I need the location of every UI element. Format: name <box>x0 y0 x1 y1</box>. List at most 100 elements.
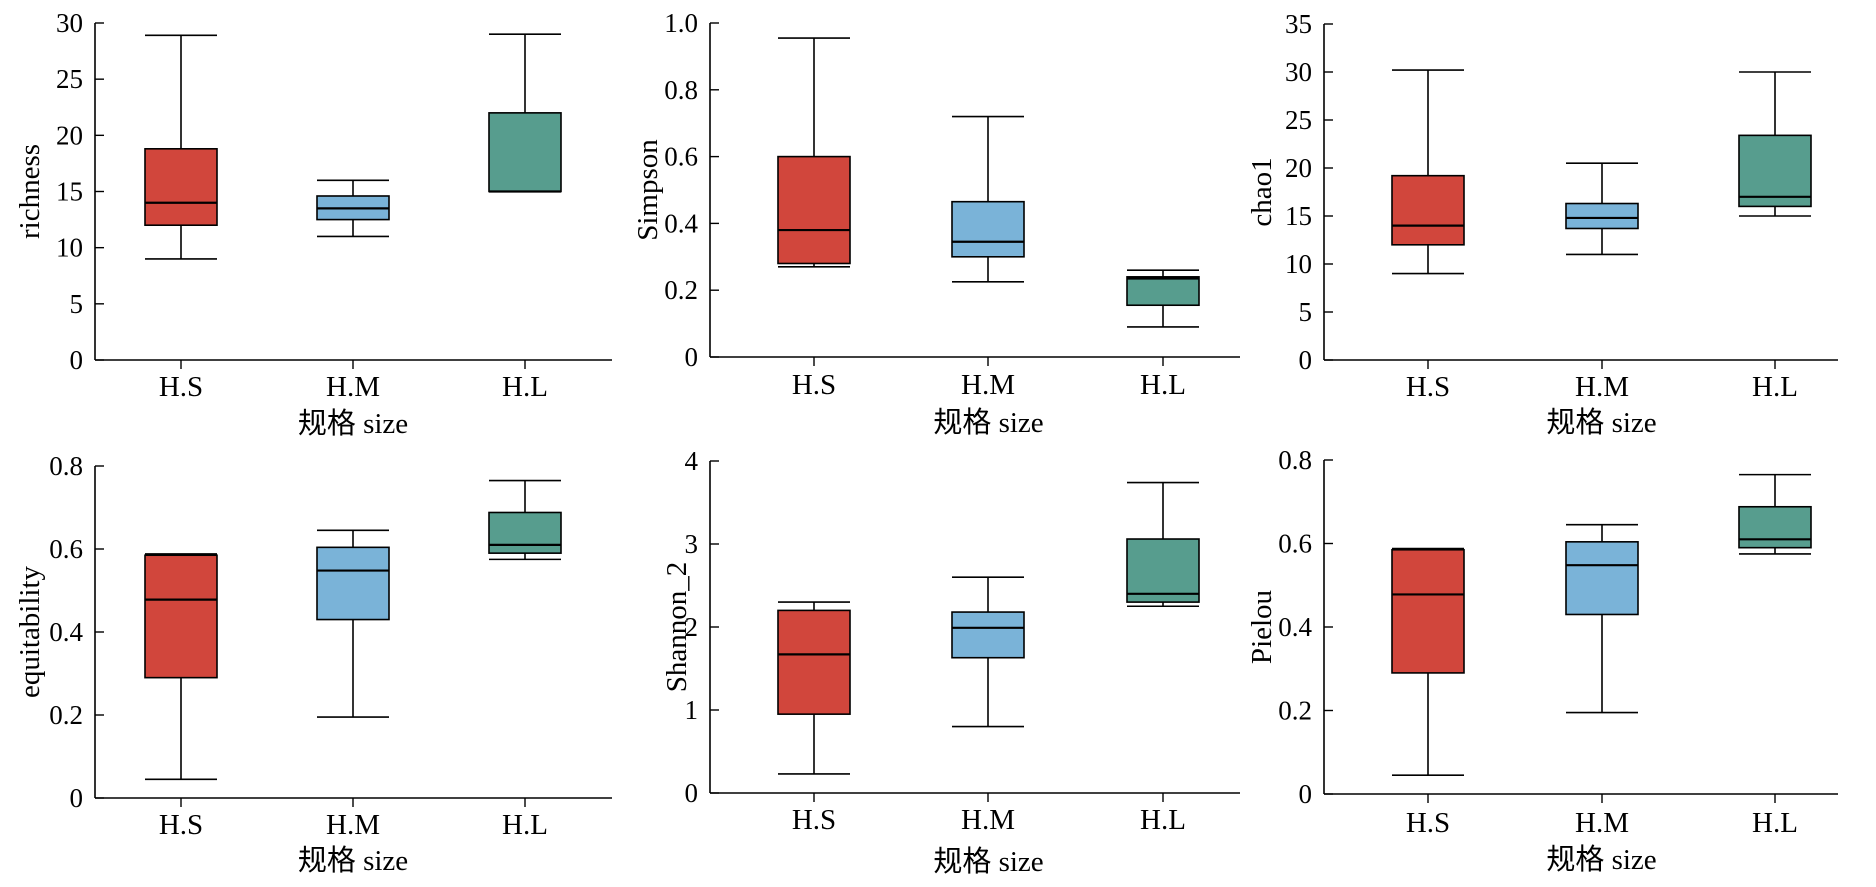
x-tick-label: H.S <box>1406 807 1450 839</box>
box-hs <box>1391 547 1465 777</box>
y-tick-label: 0.4 <box>664 208 698 238</box>
y-tick-label: 0 <box>685 342 699 372</box>
box-hl <box>488 479 562 561</box>
y-tick-label: 1 <box>685 695 699 725</box>
y-tick-label: 30 <box>56 8 83 38</box>
x-tick-label: H.L <box>502 809 548 841</box>
y-tick-label: 0.8 <box>664 75 698 105</box>
y-tick-label: 15 <box>1285 201 1312 231</box>
iqr-box <box>144 554 218 679</box>
y-tick-label: 25 <box>56 64 83 94</box>
box-hm <box>1565 523 1639 714</box>
x-tick-label: H.S <box>792 369 836 401</box>
y-tick-label: 35 <box>1285 9 1312 39</box>
x-tick-label: H.L <box>1140 804 1186 836</box>
y-tick-label: 1.0 <box>664 8 698 38</box>
box-hl <box>1126 269 1200 328</box>
y-tick-label: 0.4 <box>49 617 83 647</box>
x-tick-label: H.M <box>1575 807 1629 839</box>
y-tick-label: 10 <box>56 233 83 263</box>
box-hl <box>1738 473 1812 555</box>
panel-shannon_2: 0 1 2 3 4 H.S H.M H.L 规格 size Shannon_2 <box>661 446 1240 878</box>
box-hs <box>144 553 218 781</box>
box-hs <box>1391 69 1465 275</box>
iqr-box <box>1565 541 1639 616</box>
panel-pielou: 0 0.2 0.4 0.6 0.8 H.S H.M H.L 规格 size Pielou <box>1246 445 1838 876</box>
x-tick-label: H.S <box>159 371 203 403</box>
y-tick-label: 5 <box>1299 297 1313 327</box>
iqr-box <box>1126 276 1200 307</box>
y-tick-label: 0.4 <box>1278 612 1312 642</box>
y-tick-label: 10 <box>1285 249 1312 279</box>
x-tick-label: H.S <box>792 804 836 836</box>
y-axis-title: richness <box>14 144 46 239</box>
x-tick-label: H.M <box>326 371 380 403</box>
x-tick-label: H.L <box>1752 371 1798 403</box>
iqr-box <box>1391 174 1465 246</box>
y-tick-label: 0.6 <box>664 142 698 172</box>
box-hl <box>1738 71 1812 217</box>
iqr-box <box>488 112 562 193</box>
x-tick-label: H.L <box>1752 807 1798 839</box>
iqr-box <box>1391 548 1465 674</box>
box-hs <box>777 601 851 775</box>
iqr-box <box>488 511 562 554</box>
y-tick-label: 0 <box>70 345 84 375</box>
box-hs <box>777 37 851 268</box>
iqr-box <box>951 611 1025 659</box>
panel-chao1: 0 5 10 15 20 25 30 35 H.S H.M H.L 规格 size chao1 <box>1246 9 1838 439</box>
x-tick-label: H.S <box>1406 371 1450 403</box>
box-hm <box>316 179 390 238</box>
x-axis-title: 规格 size <box>933 406 1043 439</box>
y-tick-label: 20 <box>1285 153 1312 183</box>
box-hm <box>951 576 1025 728</box>
y-tick-label: 5 <box>70 289 84 319</box>
x-axis-title: 规格 size <box>1546 406 1656 439</box>
x-tick-label: H.M <box>961 804 1015 836</box>
iqr-box <box>1738 505 1812 549</box>
y-tick-label: 0.2 <box>1278 696 1312 726</box>
y-tick-label: 0 <box>685 778 699 808</box>
y-tick-label: 0.2 <box>664 275 698 305</box>
iqr-box <box>1565 202 1639 230</box>
x-axis-title: 规格 size <box>298 844 408 877</box>
x-axis-title: 规格 size <box>933 845 1043 878</box>
panel-richness: 0 5 10 15 20 25 30 H.S H.M H.L 规格 size richness <box>14 8 612 440</box>
box-hm <box>1565 162 1639 256</box>
box-hs <box>144 34 218 260</box>
x-tick-label: H.M <box>326 809 380 841</box>
panel-simpson: 0 0.2 0.4 0.6 0.8 1.0 H.S H.M H.L 规格 size Simpson <box>632 8 1240 439</box>
iqr-box <box>1126 538 1200 603</box>
y-axis-title: Pielou <box>1246 590 1278 664</box>
iqr-box <box>316 546 390 621</box>
y-axis-title: equitability <box>14 565 46 698</box>
y-tick-label: 0.6 <box>1278 529 1312 559</box>
y-tick-label: 0 <box>1299 345 1313 375</box>
y-axis-title: Shannon_2 <box>661 562 693 693</box>
x-axis-title: 规格 size <box>298 407 408 440</box>
y-tick-label: 4 <box>685 446 699 476</box>
y-axis-title: chao1 <box>1246 157 1278 226</box>
y-tick-label: 0.2 <box>49 700 83 730</box>
y-tick-label: 20 <box>56 120 83 150</box>
iqr-box <box>1738 134 1812 208</box>
iqr-box <box>144 148 218 227</box>
x-axis-title: 规格 size <box>1546 843 1656 876</box>
box-hm <box>316 529 390 718</box>
y-tick-label: 0.8 <box>1278 445 1312 475</box>
y-tick-label: 30 <box>1285 57 1312 87</box>
y-tick-label: 25 <box>1285 105 1312 135</box>
y-tick-label: 15 <box>56 177 83 207</box>
iqr-box <box>777 155 851 265</box>
box-hm <box>951 115 1025 283</box>
y-tick-label: 2 <box>685 612 699 642</box>
y-tick-label: 0 <box>1299 779 1313 809</box>
x-tick-label: H.S <box>159 809 203 841</box>
y-tick-label: 0.8 <box>49 451 83 481</box>
box-hl <box>488 33 562 193</box>
iqr-box <box>951 200 1025 258</box>
y-tick-label: 3 <box>685 529 699 559</box>
x-tick-label: H.L <box>502 371 548 403</box>
x-tick-label: H.M <box>1575 371 1629 403</box>
x-tick-label: H.M <box>961 369 1015 401</box>
